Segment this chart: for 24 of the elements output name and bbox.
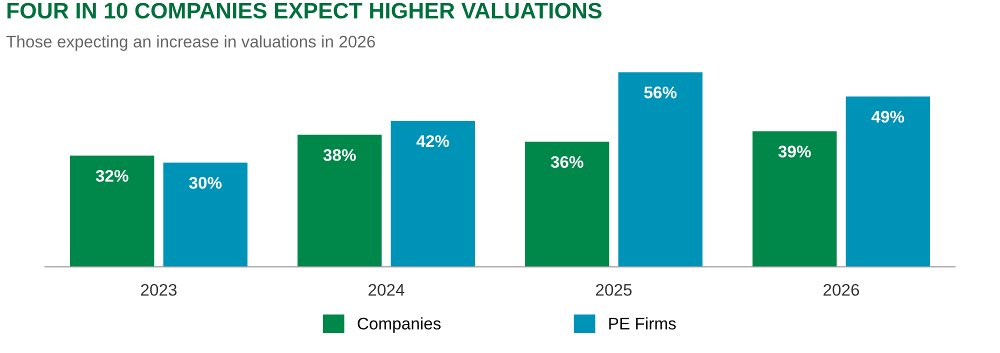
data-label: 42% — [416, 135, 450, 147]
legend-label: PE Firms — [609, 317, 676, 330]
x-tick-label: 2024 — [368, 284, 404, 296]
bar — [618, 72, 702, 267]
chart-subtitle: Those expecting an increase in valuations in 2026 — [6, 35, 375, 51]
x-tick-label: 2026 — [824, 284, 860, 296]
bar — [298, 134, 382, 267]
bar — [525, 142, 610, 267]
x-tick-label: 2023 — [141, 284, 177, 296]
data-label: 39% — [778, 146, 811, 158]
data-label: 38% — [323, 149, 356, 161]
data-label: 32% — [96, 170, 128, 182]
chart-title: FOUR IN 10 COMPANIES EXPECT HIGHER VALUATIONS — [7, 2, 602, 19]
legend-label: Companies — [358, 317, 441, 333]
bar — [390, 120, 475, 267]
x-tick-label: 2025 — [596, 284, 632, 296]
data-label: 49% — [871, 110, 904, 123]
data-label: 30% — [189, 176, 222, 189]
bar — [846, 96, 930, 267]
bar — [163, 162, 248, 267]
bar — [752, 131, 837, 267]
data-label: 56% — [644, 86, 677, 98]
data-label: 36% — [550, 156, 584, 168]
bar — [70, 156, 154, 267]
